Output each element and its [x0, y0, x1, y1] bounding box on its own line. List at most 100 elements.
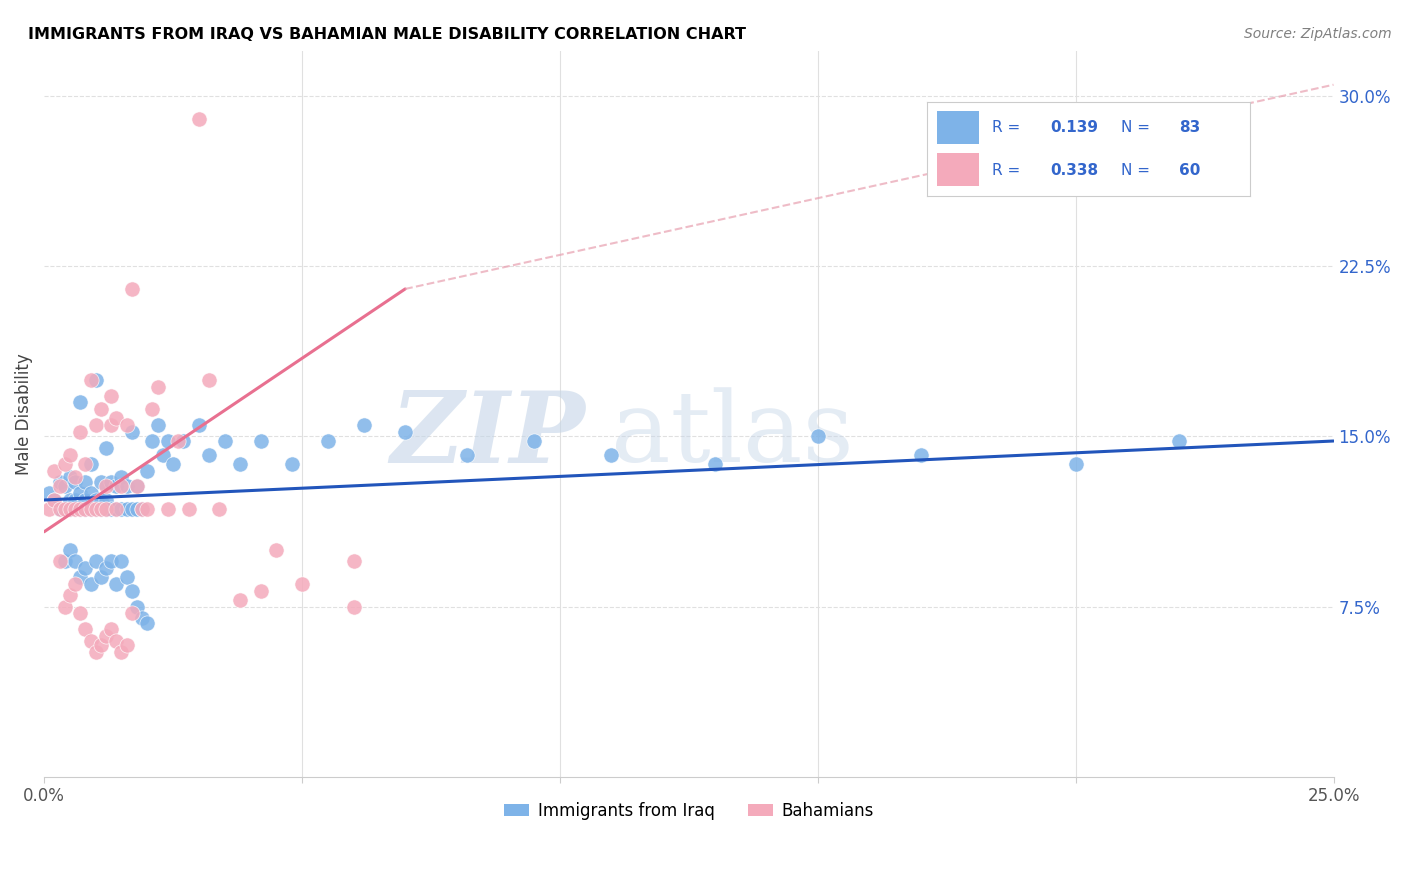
Point	[69, 502, 91, 516]
Point	[807, 429, 830, 443]
Point	[162, 457, 184, 471]
Point	[75, 502, 97, 516]
Text: ZIP: ZIP	[391, 387, 586, 483]
Point	[90, 638, 112, 652]
Point	[90, 570, 112, 584]
Point	[172, 434, 194, 448]
Point	[291, 577, 314, 591]
Point	[53, 599, 76, 614]
Legend: Immigrants from Iraq, Bahamians: Immigrants from Iraq, Bahamians	[498, 796, 880, 827]
Point	[53, 479, 76, 493]
Point	[121, 502, 143, 516]
Point	[90, 502, 112, 516]
Point	[100, 418, 122, 433]
Point	[1167, 434, 1189, 448]
Point	[84, 418, 107, 433]
Point	[152, 448, 174, 462]
Point	[115, 479, 138, 493]
Point	[53, 502, 76, 516]
Point	[69, 486, 91, 500]
Point	[94, 493, 117, 508]
Point	[79, 577, 101, 591]
Point	[75, 475, 97, 489]
Point	[69, 607, 91, 621]
Point	[131, 611, 153, 625]
Point	[136, 615, 159, 630]
Point	[121, 425, 143, 439]
Point	[38, 502, 60, 516]
Text: IMMIGRANTS FROM IRAQ VS BAHAMIAN MALE DISABILITY CORRELATION CHART: IMMIGRANTS FROM IRAQ VS BAHAMIAN MALE DI…	[28, 27, 747, 42]
Point	[100, 554, 122, 568]
Point	[59, 493, 82, 508]
Point	[121, 607, 143, 621]
Point	[115, 638, 138, 652]
Point	[84, 554, 107, 568]
Point	[156, 434, 179, 448]
Point	[90, 402, 112, 417]
Point	[229, 457, 252, 471]
Point	[121, 583, 143, 598]
Point	[100, 475, 122, 489]
Point	[48, 502, 70, 516]
Point	[84, 493, 107, 508]
Point	[94, 629, 117, 643]
Point	[141, 402, 163, 417]
Point	[94, 441, 117, 455]
Point	[63, 554, 86, 568]
Point	[48, 502, 70, 516]
Point	[110, 479, 132, 493]
Point	[59, 502, 82, 516]
Point	[353, 418, 375, 433]
Point	[59, 502, 82, 516]
Point	[121, 282, 143, 296]
Point	[44, 463, 66, 477]
Point	[48, 554, 70, 568]
Point	[59, 588, 82, 602]
Point	[136, 463, 159, 477]
Point	[90, 502, 112, 516]
Point	[63, 470, 86, 484]
Point	[63, 493, 86, 508]
Point	[79, 502, 101, 516]
Point	[125, 479, 148, 493]
Point	[79, 633, 101, 648]
Point	[69, 395, 91, 409]
Point	[198, 448, 221, 462]
Point	[79, 486, 101, 500]
Point	[110, 554, 132, 568]
Text: Source: ZipAtlas.com: Source: ZipAtlas.com	[1244, 27, 1392, 41]
Point	[100, 623, 122, 637]
Point	[59, 543, 82, 558]
Point	[79, 502, 101, 516]
Point	[63, 577, 86, 591]
Point	[110, 645, 132, 659]
Point	[456, 448, 478, 462]
Point	[75, 457, 97, 471]
Point	[910, 448, 932, 462]
Point	[187, 418, 209, 433]
Point	[110, 470, 132, 484]
Point	[94, 561, 117, 575]
Point	[105, 411, 128, 425]
Point	[53, 502, 76, 516]
Point	[110, 502, 132, 516]
Point	[703, 457, 725, 471]
Point	[105, 577, 128, 591]
Point	[198, 373, 221, 387]
Point	[141, 434, 163, 448]
Point	[59, 448, 82, 462]
Point	[136, 502, 159, 516]
Point	[208, 502, 231, 516]
Point	[229, 592, 252, 607]
Point	[38, 486, 60, 500]
Point	[342, 554, 364, 568]
Point	[316, 434, 339, 448]
Point	[90, 493, 112, 508]
Point	[105, 502, 128, 516]
Point	[125, 479, 148, 493]
Point	[167, 434, 190, 448]
Point	[249, 583, 271, 598]
Point	[75, 502, 97, 516]
Point	[94, 479, 117, 493]
Point	[59, 470, 82, 484]
